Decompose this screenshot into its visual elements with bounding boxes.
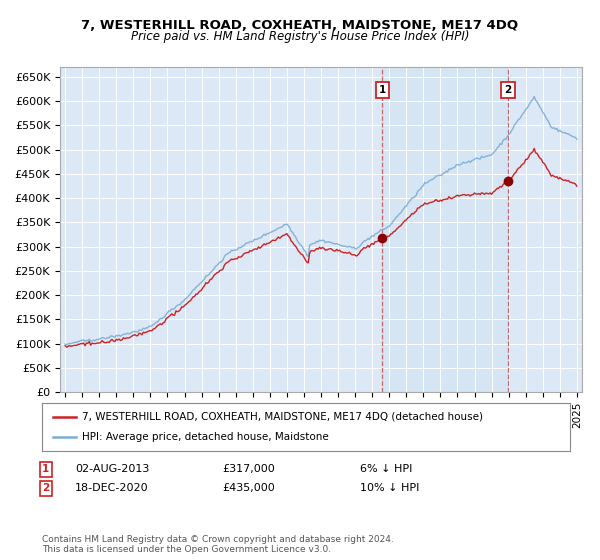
Text: HPI: Average price, detached house, Maidstone: HPI: Average price, detached house, Maid… bbox=[82, 432, 328, 442]
Text: 7, WESTERHILL ROAD, COXHEATH, MAIDSTONE, ME17 4DQ: 7, WESTERHILL ROAD, COXHEATH, MAIDSTONE,… bbox=[82, 18, 518, 32]
Text: 1: 1 bbox=[42, 464, 49, 474]
Text: Contains HM Land Registry data © Crown copyright and database right 2024.
This d: Contains HM Land Registry data © Crown c… bbox=[42, 535, 394, 554]
Text: 1: 1 bbox=[379, 85, 386, 95]
Text: 18-DEC-2020: 18-DEC-2020 bbox=[75, 483, 149, 493]
Text: £435,000: £435,000 bbox=[222, 483, 275, 493]
Text: 2: 2 bbox=[505, 85, 512, 95]
Text: 10% ↓ HPI: 10% ↓ HPI bbox=[360, 483, 419, 493]
Text: 6% ↓ HPI: 6% ↓ HPI bbox=[360, 464, 412, 474]
Bar bbox=[382, 67, 508, 392]
Text: 2: 2 bbox=[42, 483, 49, 493]
Text: £317,000: £317,000 bbox=[222, 464, 275, 474]
Text: 02-AUG-2013: 02-AUG-2013 bbox=[75, 464, 149, 474]
Text: Price paid vs. HM Land Registry's House Price Index (HPI): Price paid vs. HM Land Registry's House … bbox=[131, 30, 469, 43]
Text: 7, WESTERHILL ROAD, COXHEATH, MAIDSTONE, ME17 4DQ (detached house): 7, WESTERHILL ROAD, COXHEATH, MAIDSTONE,… bbox=[82, 412, 482, 422]
